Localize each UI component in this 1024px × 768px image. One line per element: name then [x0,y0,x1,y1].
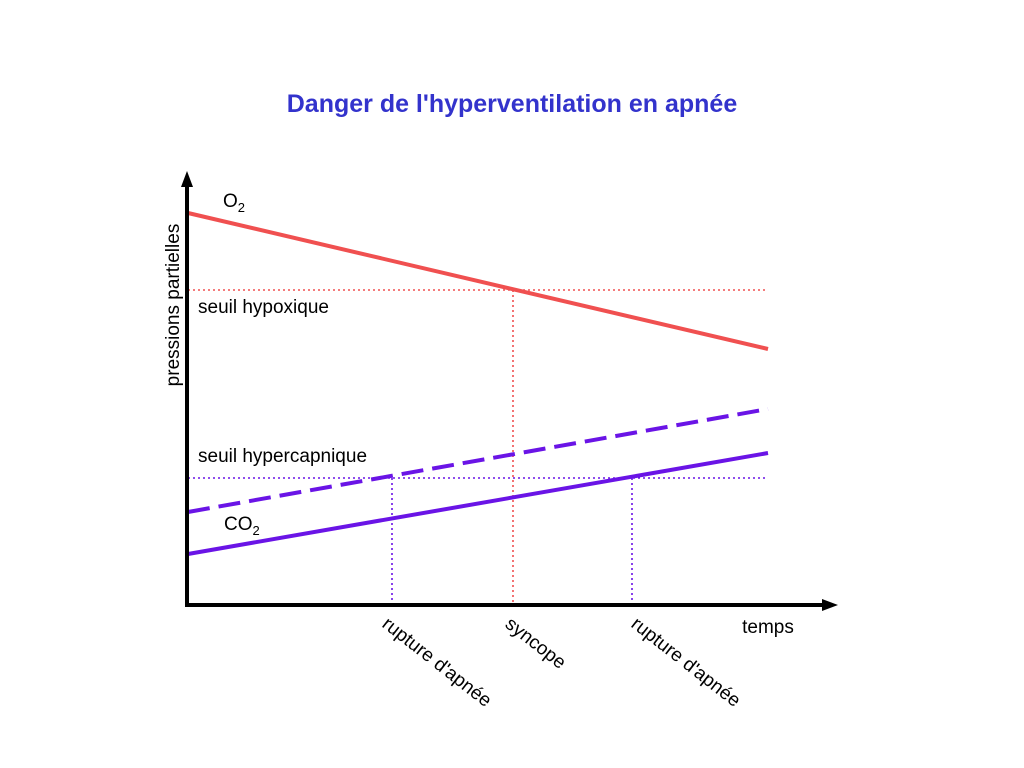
co2-label-main: CO [224,514,253,535]
diagram-title: Danger de l'hyperventilation en apnée [287,90,738,118]
hypoxic-threshold-label: seuil hypoxique [198,297,329,318]
rupture-normal-label: rupture d'apnée [627,613,744,711]
o2-label-main: O [223,191,238,212]
syncope-label: syncope [501,613,570,673]
co2-label: CO2 [224,514,260,538]
y-axis-label: pressions partielles [163,224,184,387]
x-axis-arrowhead [822,599,838,611]
o2-label-sub: 2 [238,200,245,215]
rupture-early-label: rupture d'apnée [378,613,495,711]
co2-hyperventilation-curve [187,407,769,514]
o2-curve [187,211,769,351]
o2-label: O2 [223,191,245,215]
co2-curve [187,451,769,556]
y-axis-arrowhead [181,171,193,187]
x-axis-label: temps [742,617,794,638]
hypercapnic-threshold-label: seuil hypercapnique [198,446,367,467]
co2-label-sub: 2 [253,523,260,538]
